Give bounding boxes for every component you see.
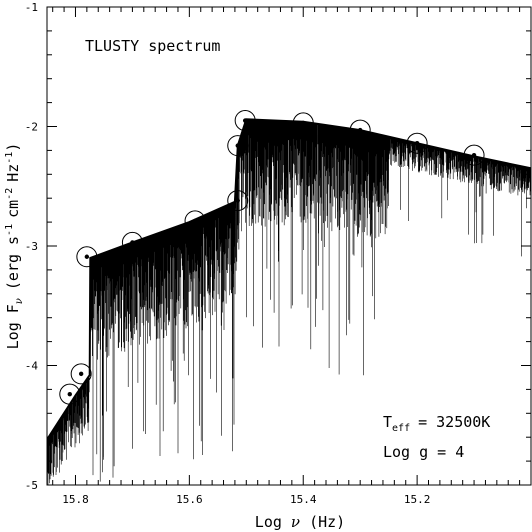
y-tick-label: -4: [25, 360, 39, 373]
circled-point: [406, 132, 428, 154]
logg-annotation: Log g = 4: [383, 443, 464, 461]
x-tick-label: 15.4: [290, 493, 317, 506]
y-tick-label: -3: [25, 240, 38, 253]
absorption-lines: [47, 119, 531, 485]
chart-title: TLUSTY spectrum: [85, 37, 220, 55]
circled-point: [76, 246, 98, 268]
x-tick-label: 15.6: [176, 493, 203, 506]
circled-point: [184, 210, 206, 232]
circled-point: [59, 383, 81, 405]
circled-point: [463, 144, 485, 166]
circled-points-layer: [59, 110, 485, 405]
circled-point: [70, 363, 92, 385]
y-tick-label: -5: [25, 479, 38, 492]
circled-point: [349, 119, 371, 141]
circled-point: [121, 231, 143, 253]
x-axis-label: Log ν (Hz): [255, 513, 345, 531]
circled-point: [234, 110, 256, 132]
axis-ticks: 15.8 15.6 15.4 15.2 -5 -4 -3 -2 -1: [25, 1, 532, 506]
x-tick-label: 15.8: [62, 493, 89, 506]
y-axis-label: Log Fν(erg s-1cm-2Hz-1): [4, 143, 25, 350]
x-tick-label: 15.2: [404, 493, 431, 506]
y-tick-label: -2: [25, 121, 38, 134]
circled-point: [227, 135, 249, 157]
circled-point: [292, 112, 314, 134]
teff-annotation: Teff = 32500K: [383, 413, 490, 434]
y-tick-label: -1: [25, 1, 38, 14]
circled-point: [227, 190, 249, 212]
